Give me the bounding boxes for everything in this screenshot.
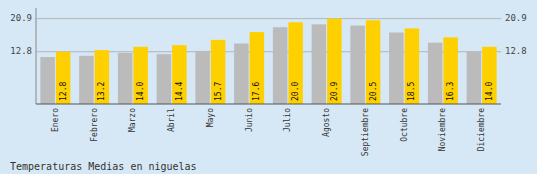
x-tick-label: Diciembre xyxy=(477,108,486,152)
bar xyxy=(350,26,365,104)
bar xyxy=(467,52,482,104)
background xyxy=(0,0,537,174)
data-label: 12.8 xyxy=(59,82,68,101)
bar xyxy=(40,57,55,104)
data-label: 13.2 xyxy=(97,82,106,101)
data-label: 20.5 xyxy=(369,82,378,101)
x-tick-label: Noviembre xyxy=(438,108,447,152)
chart-container: 12.8 12.8 20.9 20.9 12.8 13.2 14.0 14.4 15.7 17.6… xyxy=(0,0,537,174)
bar xyxy=(482,47,497,104)
x-tick-label: Abril xyxy=(167,108,176,132)
bar xyxy=(195,51,210,104)
bar xyxy=(389,33,404,104)
y-tick-label: 20.9 xyxy=(10,13,32,23)
data-label: 14.0 xyxy=(485,82,494,101)
bar xyxy=(312,24,327,104)
x-tick-label: Febrero xyxy=(90,108,99,142)
bar xyxy=(157,54,172,104)
bar xyxy=(211,40,226,104)
bar xyxy=(133,47,148,104)
baseline xyxy=(36,104,501,105)
data-label: 16.3 xyxy=(446,82,455,101)
x-tick-label: Enero xyxy=(51,108,60,132)
chart-svg: 12.8 12.8 20.9 20.9 12.8 13.2 14.0 14.4 15.7 17.6… xyxy=(0,0,537,174)
bars xyxy=(40,19,496,104)
x-tick-label: Marzo xyxy=(128,108,137,132)
grid-line xyxy=(36,18,501,19)
bar xyxy=(250,32,265,104)
y-tick-label-right: 20.9 xyxy=(505,13,527,23)
data-label: 17.6 xyxy=(252,82,261,101)
x-tick-label: Julio xyxy=(283,108,292,132)
bar xyxy=(56,52,71,104)
data-label: 18.5 xyxy=(407,82,416,101)
data-label: 20.0 xyxy=(291,82,300,101)
bar xyxy=(118,53,133,104)
data-label: 14.0 xyxy=(136,82,145,101)
bar xyxy=(273,27,288,104)
bar xyxy=(95,50,110,104)
bar xyxy=(288,22,303,104)
y-tick-label: 12.8 xyxy=(10,46,32,56)
x-tick-label: Mayo xyxy=(206,108,215,127)
bar xyxy=(172,45,187,104)
bar xyxy=(79,56,94,104)
bar xyxy=(366,20,381,104)
data-label: 20.9 xyxy=(330,82,339,101)
y-tick-label-right: 12.8 xyxy=(505,46,527,56)
bar xyxy=(327,19,342,104)
bar xyxy=(405,28,420,104)
x-tick-label: Junio xyxy=(245,108,254,132)
bar xyxy=(428,43,443,104)
x-tick-label: Octubre xyxy=(400,108,409,142)
bar xyxy=(234,44,249,104)
title: Temperaturas Medias en niguelas xyxy=(10,161,197,172)
bar xyxy=(443,37,458,104)
y-axis-line xyxy=(36,8,37,104)
data-label: 14.4 xyxy=(175,82,184,101)
x-tick-label: Agosto xyxy=(322,108,331,137)
x-tick-label: Septiembre xyxy=(361,108,370,156)
data-label: 15.7 xyxy=(214,82,223,101)
